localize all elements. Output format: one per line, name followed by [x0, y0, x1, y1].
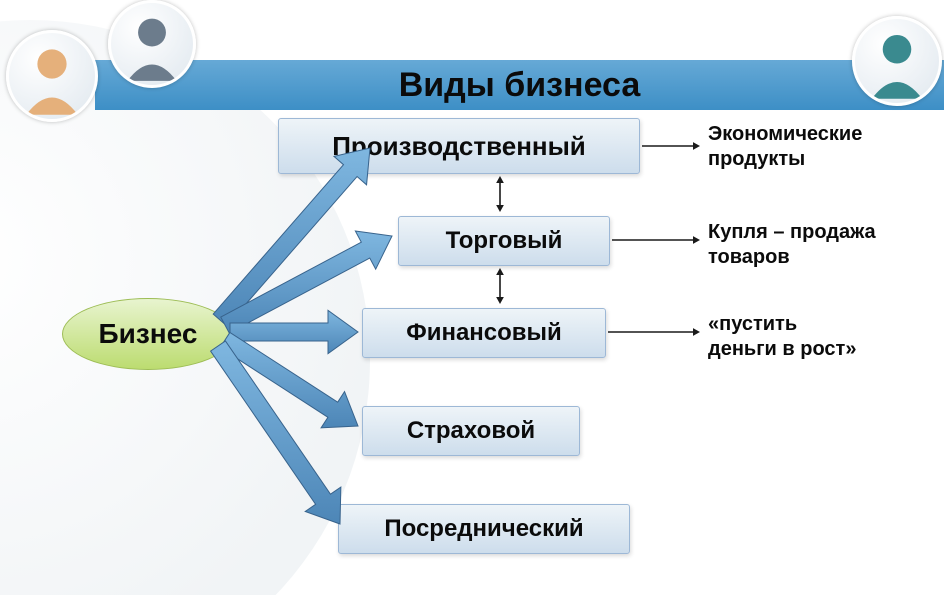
annotation-line: «пустить: [708, 313, 797, 335]
node-label: Производственный: [332, 131, 586, 162]
node-finance: Финансовый: [362, 308, 606, 358]
annotation-line: Экономические: [708, 123, 862, 145]
annotation-line: продукты: [708, 148, 805, 170]
annotation-line: Купля – продажа: [708, 221, 876, 243]
avatar-1: [6, 30, 98, 122]
title-bar: Виды бизнеса: [95, 60, 944, 110]
annotation-3: «пустить деньги в рост»: [708, 312, 856, 362]
title-text: Виды бизнеса: [399, 66, 641, 105]
annotation-1: Экономические продукты: [708, 122, 862, 172]
avatar-3: [852, 16, 942, 106]
avatar-2: [108, 0, 196, 88]
node-label: Финансовый: [406, 319, 562, 347]
annotation-2: Купля – продажа товаров: [708, 220, 876, 270]
node-trade: Торговый: [398, 216, 610, 266]
annotation-line: товаров: [708, 246, 790, 268]
annotation-line: деньги в рост»: [708, 338, 856, 360]
root-node: Бизнес: [62, 298, 234, 370]
node-label: Посреднический: [384, 515, 583, 543]
node-label: Торговый: [446, 227, 563, 255]
node-label: Страховой: [407, 417, 535, 445]
node-insurance: Страховой: [362, 406, 580, 456]
node-production: Производственный: [278, 118, 640, 174]
root-label: Бизнес: [99, 318, 198, 350]
node-broker: Посреднический: [338, 504, 630, 554]
